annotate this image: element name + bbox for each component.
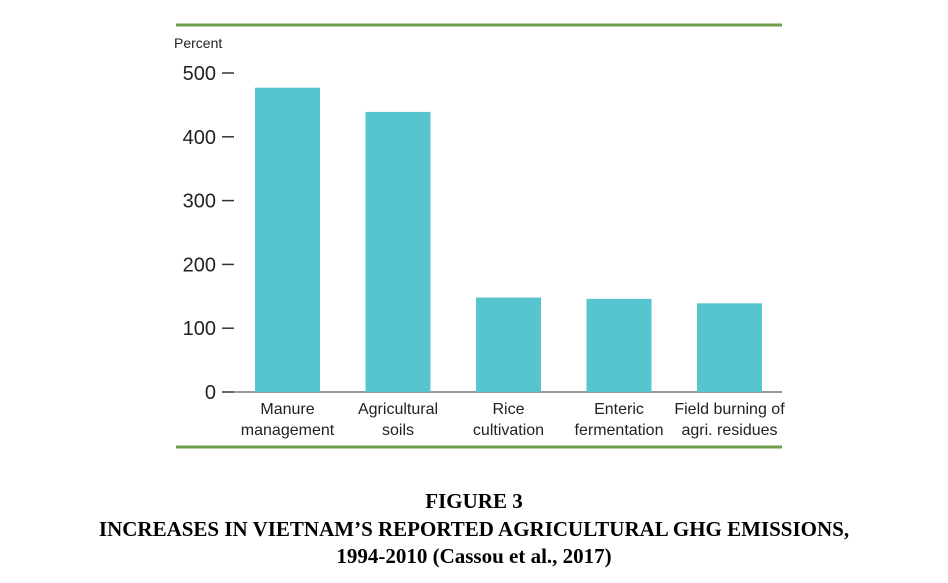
x-tick-label: Rice (492, 401, 524, 418)
bar (586, 298, 652, 392)
y-axis-label: Percent (174, 35, 222, 51)
x-tick-label: Agricultural (358, 401, 438, 418)
figure-title-line-1: INCREASES IN VIETNAM’S REPORTED AGRICULT… (98, 517, 850, 541)
figure-number: FIGURE 3 (425, 489, 523, 513)
y-axis-ticks: 0 100 200 300 400 500 (183, 63, 234, 404)
x-tick-label: Enteric (594, 401, 644, 418)
y-tick-label: 100 (183, 318, 216, 340)
y-tick-label: 200 (183, 254, 216, 276)
x-tick-label: Manure (260, 401, 314, 418)
x-tick-label: agri. residues (681, 422, 777, 439)
x-axis-labels: Manure management Agricultural soils Rice cul… (241, 401, 785, 439)
x-tick-label: soils (382, 422, 414, 439)
x-tick-label: cultivation (473, 422, 544, 439)
x-tick-label: Field burning of (674, 401, 785, 418)
y-tick-label: 400 (183, 127, 216, 149)
y-tick-label: 500 (183, 63, 216, 85)
figure-title-line-2: 1994-2010 (Cassou et al., 2017) (336, 544, 612, 568)
bar-chart: Percent 0 100 200 300 400 500 Manure managemen… (174, 23, 785, 449)
y-tick-label: 300 (183, 191, 216, 213)
bar (697, 303, 762, 392)
y-tick-label: 0 (205, 382, 216, 404)
bar (365, 111, 431, 392)
x-tick-label: management (241, 422, 335, 439)
bar (476, 297, 541, 392)
bars (255, 87, 762, 392)
x-tick-label: fermentation (575, 422, 664, 439)
bar (255, 87, 320, 392)
